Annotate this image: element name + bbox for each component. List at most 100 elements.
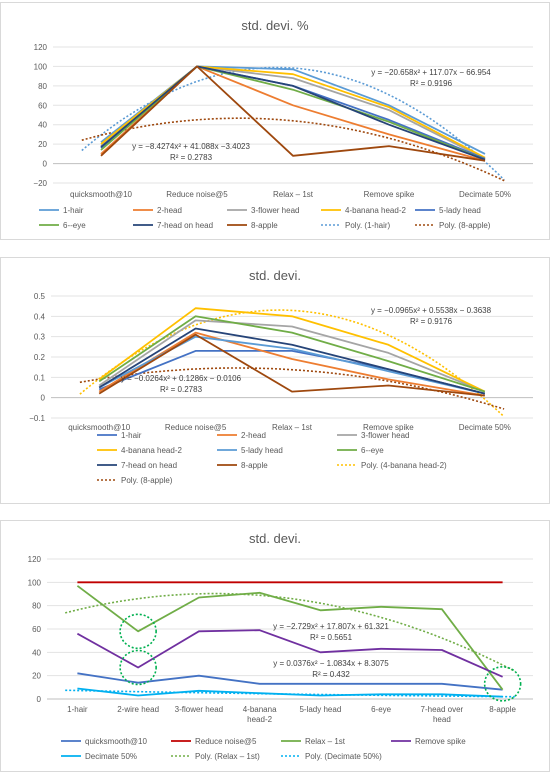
legend-label: 5-lady head	[241, 446, 283, 455]
y-tick-label: 20	[38, 140, 47, 149]
x-tick-label: Decimate 50%	[459, 190, 511, 199]
x-tick-label: Reduce noise@5	[166, 190, 228, 199]
trendline-equation: y = 0.0376x² − 1.0834x + 8.3075	[273, 659, 389, 668]
trendline-r2: R² = 0.2783	[160, 385, 203, 394]
y-tick-label: 60	[38, 101, 47, 110]
x-tick-label: Reduce noise@5	[165, 423, 227, 432]
y-tick-label: 80	[32, 602, 41, 611]
y-tick-label: 40	[32, 648, 41, 657]
trendline-r2: R² = 0.5651	[310, 633, 353, 642]
legend-label: 2-head	[241, 431, 266, 440]
x-tick-label: 3-flower head	[175, 705, 223, 714]
chart-std-devi: std. devi. −0.1 0 0.1 0.2 0.3 0.4 0.5 quicksmoot…	[0, 257, 550, 504]
legend-label: Relax – 1st	[305, 737, 346, 746]
y-tick-label: 80	[38, 82, 47, 91]
x-tick-label: 4-banana head-2	[243, 705, 277, 724]
series-line	[100, 65, 486, 162]
x-tick-label: Relax – 1st	[273, 190, 314, 199]
x-tick-label: Remove spike	[364, 190, 415, 199]
legend-label: Poly. (8-apple)	[121, 476, 173, 485]
legend-label: 4-banana head-2	[345, 206, 406, 215]
trendline-r2: R² = 0.2783	[170, 153, 213, 162]
trendline-r2: R² = 0.432	[312, 670, 350, 679]
highlight-circle	[119, 613, 157, 650]
series-line	[98, 319, 486, 393]
x-tick-label: Relax – 1st	[272, 423, 313, 432]
legend-label: 4-banana head-2	[121, 446, 182, 455]
x-tick-label: 5-lady head	[299, 705, 341, 714]
trendline-equation: y = −0.0965x² + 0.5538x − 0.3638	[371, 306, 492, 315]
highlight-circle	[119, 649, 157, 686]
y-tick-label: 0	[37, 695, 42, 704]
y-tick-label: 120	[28, 555, 42, 564]
x-tick-label: quicksmooth@10	[68, 423, 130, 432]
trendline-equation: y = −8.4274x² + 41.088x −3.4023	[132, 142, 250, 151]
y-tick-label: 0.3	[34, 333, 46, 342]
legend-label: 6--eye	[361, 446, 384, 455]
y-tick-label: 40	[38, 121, 47, 130]
x-tick-label: quicksmooth@10	[70, 190, 132, 199]
legend-label: 3-flower head	[251, 206, 299, 215]
x-tick-label: 7-head over head	[421, 705, 464, 724]
y-tick-label: 120	[34, 43, 48, 52]
legend-label: quicksmooth@10	[85, 737, 147, 746]
legend-label: Remove spike	[415, 737, 466, 746]
series-line	[100, 65, 486, 161]
x-tick-label: 8-apple	[489, 705, 516, 714]
legend-label: 7-head on head	[121, 461, 177, 470]
y-tick-label: 0	[41, 394, 46, 403]
series-line	[98, 333, 485, 397]
legend-label: 6--eye	[63, 221, 86, 230]
y-tick-label: 0.5	[34, 292, 46, 301]
legend-label: Decimate 50%	[85, 752, 137, 761]
y-tick-label: 0.4	[34, 312, 46, 321]
series-line	[76, 585, 504, 691]
highlight-circle	[483, 666, 522, 702]
series-line	[98, 315, 486, 393]
legend-label: Reduce noise@5	[195, 737, 257, 746]
x-tick-label: 2-wire head	[117, 705, 159, 714]
legend-label: Poly. (8-apple)	[439, 221, 491, 230]
y-tick-label: 0.2	[34, 353, 46, 362]
x-tick-label: 6-eye	[371, 705, 392, 714]
chart-1-svg: std. devi. % −20 0 20 40 60 80 100 120 quicksmoot…	[33, 18, 533, 230]
trendline	[81, 117, 505, 182]
legend-label: 8-apple	[241, 461, 268, 470]
chart-title: std. devi.	[249, 268, 301, 283]
legend-label: 2-head	[157, 206, 182, 215]
legend-label: 7-head on head	[157, 221, 213, 230]
x-tick-label: Remove spike	[363, 423, 414, 432]
y-tick-label: 100	[28, 578, 42, 587]
y-tick-label: −0.1	[29, 414, 45, 423]
trendline-equation: y = −0.0264x² + 0.1286x − 0.0106	[121, 374, 242, 383]
x-tick-label: 1-hair	[67, 705, 88, 714]
legend-label: Poly. (Relax – 1st)	[195, 752, 260, 761]
chart-title: std. devi.	[249, 531, 301, 546]
y-tick-label: 100	[34, 62, 48, 71]
legend-label: Poly. (Decimate 50%)	[305, 752, 382, 761]
series-line	[77, 687, 503, 698]
x-tick-label: Decimate 50%	[459, 423, 511, 432]
chart-2-svg: std. devi. −0.1 0 0.1 0.2 0.3 0.4 0.5 quicksmoot…	[29, 268, 533, 485]
legend-label: 3-flower head	[361, 431, 409, 440]
y-tick-label: 60	[32, 625, 41, 634]
legend-label: 1-hair	[121, 431, 142, 440]
series-line	[98, 327, 486, 395]
legend-label: 8-apple	[251, 221, 278, 230]
legend-label: 5-lady head	[439, 206, 481, 215]
legend-label: Poly. (4-banana head-2)	[361, 461, 447, 470]
legend-label: Poly. (1-hair)	[345, 221, 391, 230]
trendline-r2: R² = 0.9176	[410, 317, 453, 326]
series-line	[98, 307, 486, 393]
chart-3-svg: std. devi. 0 20 40 60 80 100 120 1-hair 2-wire he…	[28, 531, 533, 761]
y-tick-label: 20	[32, 672, 41, 681]
trendline-r2: R² = 0.9196	[410, 79, 453, 88]
chart-std-devi-by-model: std. devi. 0 20 40 60 80 100 120 1-hair 2-wire he…	[0, 520, 550, 772]
chart-title: std. devi. %	[241, 18, 309, 33]
trendline	[65, 592, 516, 672]
legend-label: 1-hair	[63, 206, 84, 215]
trendline	[79, 309, 505, 418]
chart-std-devi-percent: std. devi. % −20 0 20 40 60 80 100 120 quicksmoot…	[0, 2, 550, 240]
trendline-equation: y = −2.729x² + 17.807x + 61.321	[273, 622, 389, 631]
trendline-equation: y = −20.658x² + 117.07x − 66.954	[371, 68, 491, 77]
